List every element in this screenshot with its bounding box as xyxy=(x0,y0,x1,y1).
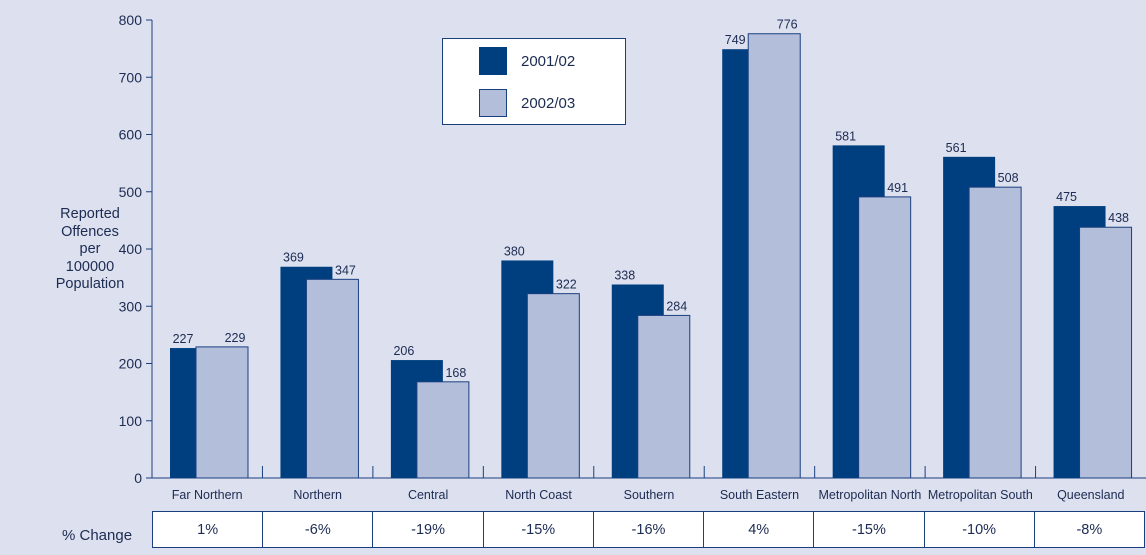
percent-change-cell: 4% xyxy=(704,512,815,547)
y-tick-label: 600 xyxy=(119,127,143,143)
data-label-2001-02: 749 xyxy=(725,33,746,47)
bar-2002-03 xyxy=(526,293,580,479)
legend: 2001/02 2002/03 xyxy=(442,38,626,125)
x-category-label: Metropolitan South xyxy=(928,488,1033,502)
percent-change-cell: -16% xyxy=(594,512,705,547)
y-tick-label: 100 xyxy=(119,413,143,429)
data-label-2002-03: 229 xyxy=(225,331,246,345)
data-label-2001-02: 561 xyxy=(946,141,967,155)
y-axis-label-line-2: Offences xyxy=(61,223,119,240)
y-tick-label: 0 xyxy=(134,470,142,486)
data-label-2001-02: 475 xyxy=(1056,190,1077,204)
data-label-2002-03: 168 xyxy=(445,366,466,380)
percent-change-cell: -19% xyxy=(373,512,484,547)
bar-2002-03 xyxy=(968,186,1022,479)
x-category-label: Far Northern xyxy=(172,488,243,502)
percent-change-table: 1% -6% -19% -15% -16% 4% -15% -10% -8% xyxy=(152,511,1145,548)
data-label-2002-03: 776 xyxy=(777,18,798,32)
percent-change-cell: -6% xyxy=(263,512,374,547)
legend-label-2001-02: 2001/02 xyxy=(521,52,576,70)
bar-2002-03 xyxy=(747,33,801,479)
data-label-2001-02: 369 xyxy=(283,251,304,265)
bar-chart: 0 100 200 300 400 500 600 700 800 227 229 Far North… xyxy=(119,12,1146,502)
y-tick-label: 300 xyxy=(119,298,143,314)
data-label-2002-03: 491 xyxy=(887,181,908,195)
y-tick-label: 500 xyxy=(119,184,143,200)
data-label-2001-02: 227 xyxy=(173,332,194,346)
y-tick-label: 800 xyxy=(119,12,143,28)
legend-item-2001-02: 2001/02 xyxy=(479,47,575,75)
x-category-label: Central xyxy=(408,488,448,502)
x-category-label: South Eastern xyxy=(720,488,799,502)
bar-2002-03 xyxy=(195,346,249,479)
y-tick-label: 700 xyxy=(119,69,143,85)
percent-change-cell: 1% xyxy=(153,512,264,547)
legend-label-2002-03: 2002/03 xyxy=(521,94,576,112)
data-label-2002-03: 347 xyxy=(335,263,356,277)
data-label-2001-02: 581 xyxy=(835,129,856,143)
data-label-2002-03: 438 xyxy=(1108,211,1129,225)
x-category-label: Queensland xyxy=(1057,488,1124,502)
x-category-label: Northern xyxy=(293,488,342,502)
y-axis-label-line-3: per xyxy=(79,241,101,257)
bar-2002-03 xyxy=(1079,226,1133,479)
percent-change-cell: -15% xyxy=(814,512,925,547)
y-axis-label: Reported Offences per 100000 Population xyxy=(40,206,140,294)
x-category-label: Metropolitan North xyxy=(818,488,921,502)
percent-change-cell: -15% xyxy=(484,512,594,547)
data-label-2002-03: 322 xyxy=(556,278,577,292)
bar-2002-03 xyxy=(416,381,470,479)
data-label-2002-03: 508 xyxy=(998,171,1019,185)
bar-2002-03 xyxy=(637,314,691,479)
percent-change-cell: -10% xyxy=(925,512,1035,547)
y-axis-label-line-5: Population xyxy=(55,276,125,292)
x-category-label: Southern xyxy=(624,488,675,502)
bar-2002-03 xyxy=(305,278,359,479)
data-label-2002-03: 284 xyxy=(666,299,687,313)
x-category-label: North Coast xyxy=(505,488,572,502)
percent-change-label: % Change xyxy=(62,527,133,544)
data-label-2001-02: 206 xyxy=(393,344,414,358)
data-label-2001-02: 338 xyxy=(614,268,635,282)
legend-swatch-2002-03 xyxy=(479,89,507,117)
y-tick-label: 200 xyxy=(119,356,143,372)
y-tick-label: 400 xyxy=(119,241,143,257)
data-label-2001-02: 380 xyxy=(504,244,525,258)
legend-item-2002-03: 2002/03 xyxy=(479,89,575,117)
legend-swatch-2001-02 xyxy=(479,47,507,75)
y-axis-label-line-1: Reported xyxy=(60,206,120,222)
percent-change-cell: -8% xyxy=(1076,521,1103,538)
y-axis-label-line-4: 100000 xyxy=(65,258,115,275)
bar-2002-03 xyxy=(858,196,912,479)
